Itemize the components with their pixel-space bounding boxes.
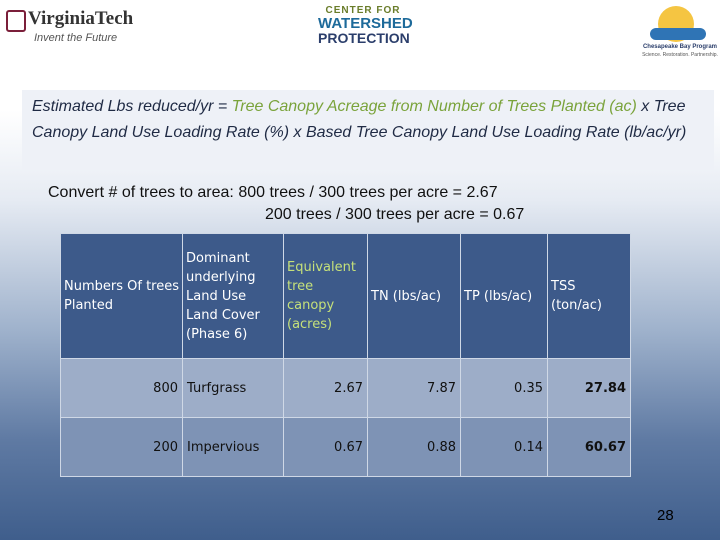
cbp-logo-tagline: Science. Restoration. Partnership. [642, 52, 718, 58]
formula-box: Estimated Lbs reduced/yr = Tree Canopy A… [22, 90, 714, 170]
table-row: 800 Turfgrass 2.67 7.87 0.35 27.84 [60, 358, 631, 418]
page-number: 28 [657, 507, 674, 524]
conversion-text: Convert # of trees to area: 800 trees / … [48, 182, 524, 226]
logo-header: VirginiaTech Invent the Future CENTER FO… [0, 0, 720, 75]
cell-land-use: Impervious [182, 417, 284, 477]
conversion-line-1: Convert # of trees to area: 800 trees / … [48, 184, 498, 201]
cell-land-use: Turfgrass [182, 358, 284, 418]
vt-shield-icon [6, 10, 26, 32]
header-tp: TP (lbs/ac) [460, 233, 548, 359]
wave-icon [650, 28, 706, 40]
vt-logo-name: VirginiaTech [28, 8, 134, 29]
cell-trees: 200 [60, 417, 183, 477]
table-header-row: Numbers Of trees Planted Dominant underl… [60, 233, 631, 359]
cell-tp: 0.14 [460, 417, 548, 477]
cell-tss: 60.67 [547, 417, 631, 477]
cwp-line2: WATERSHED [318, 15, 413, 32]
cell-acres: 0.67 [283, 417, 368, 477]
header-trees-planted: Numbers Of trees Planted [60, 233, 183, 359]
header-tn: TN (lbs/ac) [367, 233, 461, 359]
cwp-line1: CENTER FOR [325, 5, 401, 16]
header-land-use: Dominant underlying Land Use Land Cover … [182, 233, 284, 359]
header-tss: TSS (ton/ac) [547, 233, 631, 359]
cbp-logo-name: Chesapeake Bay Program [642, 44, 718, 50]
cwp-line3: PROTECTION [318, 30, 410, 46]
vt-logo-tagline: Invent the Future [34, 32, 118, 44]
cell-tn: 0.88 [367, 417, 461, 477]
cell-trees: 800 [60, 358, 183, 418]
conversion-line-2: 200 trees / 300 trees per acre = 0.67 [265, 206, 525, 223]
cwp-logo: CENTER FOR WATERSHED PROTECTION [318, 5, 413, 47]
cell-tss: 27.84 [547, 358, 631, 418]
formula-lead: Estimated Lbs reduced/yr = [32, 98, 232, 115]
formula-canopy-acreage: Tree Canopy Acreage from Number of Trees… [231, 98, 637, 115]
formula-text: Estimated Lbs reduced/yr = Tree Canopy A… [22, 90, 714, 150]
header-canopy-acres: Equivalent tree canopy (acres) [283, 233, 368, 359]
load-reduction-table: Numbers Of trees Planted Dominant underl… [60, 233, 631, 477]
formula-rest: x Tree Canopy Land Use Loading Rate (%) … [32, 98, 687, 141]
cell-acres: 2.67 [283, 358, 368, 418]
table-row: 200 Impervious 0.67 0.88 0.14 60.67 [60, 417, 631, 477]
chesapeake-bay-logo: Chesapeake Bay Program Science. Restorat… [640, 2, 720, 62]
cell-tp: 0.35 [460, 358, 548, 418]
cell-tn: 7.87 [367, 358, 461, 418]
